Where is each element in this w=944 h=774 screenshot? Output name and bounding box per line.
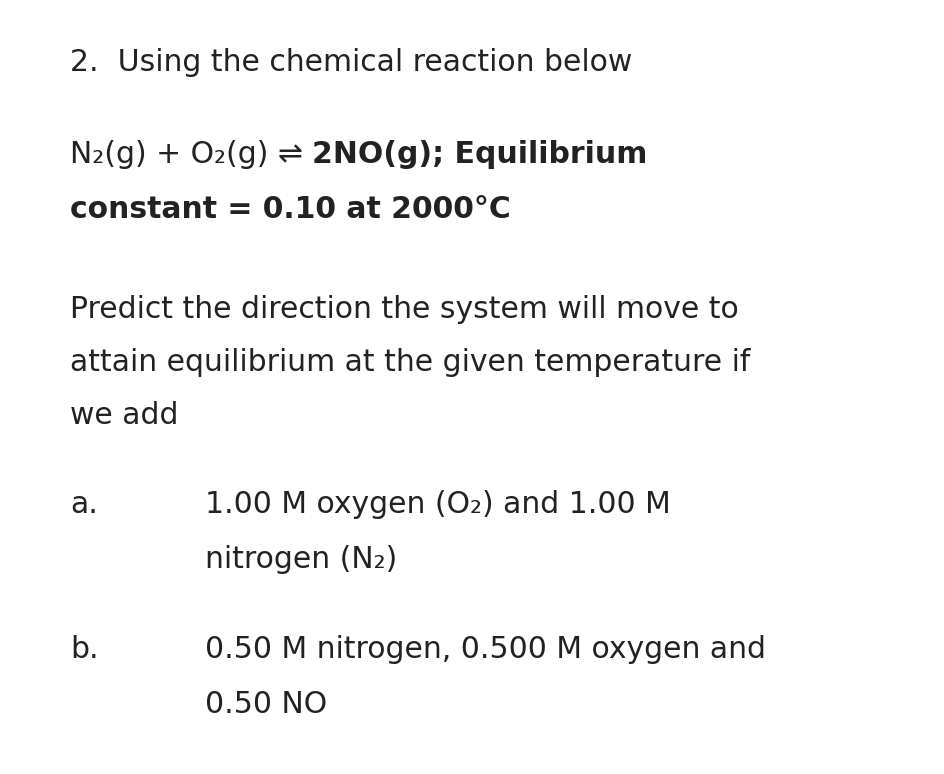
Text: nitrogen (N₂): nitrogen (N₂) [205,545,396,574]
Text: b.: b. [70,635,98,664]
Text: 1.00 M oxygen (O₂) and 1.00 M: 1.00 M oxygen (O₂) and 1.00 M [205,490,670,519]
Text: Predict the direction the system will move to: Predict the direction the system will mo… [70,295,738,324]
Text: 2NO(g); Equilibrium: 2NO(g); Equilibrium [312,140,647,169]
Text: a.: a. [70,490,98,519]
Text: 2.  Using the chemical reaction below: 2. Using the chemical reaction below [70,48,632,77]
Text: 0.50 M nitrogen, 0.500 M oxygen and: 0.50 M nitrogen, 0.500 M oxygen and [205,635,766,664]
Text: 0.50 NO: 0.50 NO [205,690,327,719]
Text: attain equilibrium at the given temperature if: attain equilibrium at the given temperat… [70,348,750,377]
Text: constant = 0.10 at 2000°C: constant = 0.10 at 2000°C [70,195,510,224]
Text: we add: we add [70,401,178,430]
Text: N₂(g) + O₂(g) ⇌: N₂(g) + O₂(g) ⇌ [70,140,312,169]
